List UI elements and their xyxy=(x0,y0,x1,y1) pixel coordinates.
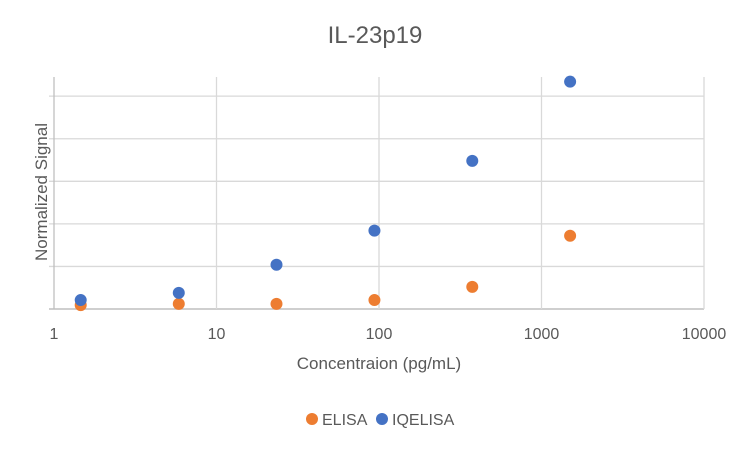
point-elisa xyxy=(564,229,577,242)
x-axis-label: Concentraion (pg/mL) xyxy=(297,354,461,373)
point-iqelisa xyxy=(270,258,283,271)
legend-marker-elisa xyxy=(306,413,318,425)
point-iqelisa xyxy=(564,75,577,88)
x-tick-label: 100 xyxy=(366,326,393,343)
chart-title: IL-23p19 xyxy=(328,22,423,49)
point-iqelisa xyxy=(466,154,479,167)
point-elisa xyxy=(172,297,185,310)
x-tick-label: 10000 xyxy=(682,326,727,343)
point-iqelisa xyxy=(74,294,87,307)
x-tick-label: 1 xyxy=(50,326,59,343)
gridlines xyxy=(49,77,705,310)
data-points xyxy=(74,75,577,312)
x-tick-label: 1000 xyxy=(524,326,560,343)
x-tick-labels: 1 10 100 1000 10000 xyxy=(50,326,727,343)
point-iqelisa xyxy=(172,286,185,299)
legend: ELISA IQELISA xyxy=(306,412,455,429)
legend-label-iqelisa: IQELISA xyxy=(392,412,455,429)
legend-marker-iqelisa xyxy=(376,413,388,425)
point-elisa xyxy=(466,280,479,293)
legend-label-elisa: ELISA xyxy=(322,412,368,429)
y-axis-label: Normalized Signal xyxy=(32,123,51,261)
point-elisa xyxy=(270,297,283,310)
point-elisa xyxy=(368,294,381,307)
x-tick-label: 10 xyxy=(208,326,226,343)
point-iqelisa xyxy=(368,224,381,237)
